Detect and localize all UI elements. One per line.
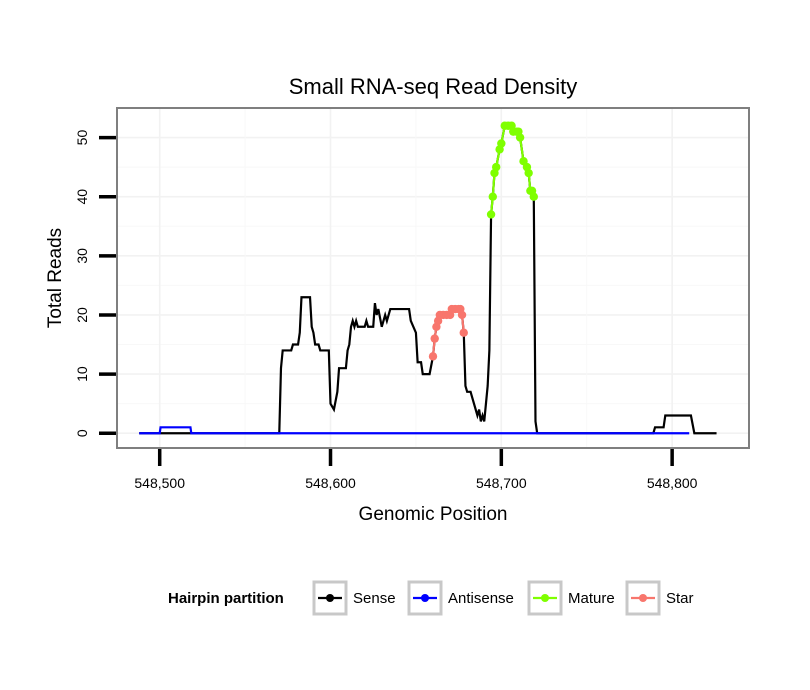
- data-point-star: [457, 310, 467, 320]
- legend-key-point: [421, 594, 429, 602]
- data-point-mature: [492, 162, 501, 172]
- plot-border: [116, 107, 750, 449]
- y-tick-label: 40: [74, 189, 90, 205]
- y-axis: 0 10 20 30 40 50: [74, 130, 116, 437]
- data-point-mature: [488, 192, 497, 201]
- x-axis-title: Genomic Position: [359, 504, 508, 525]
- legend-item-star: Star: [625, 580, 694, 616]
- plot-panel: [116, 107, 750, 449]
- y-tick-label: 10: [74, 366, 90, 382]
- legend-items: Sense Antisense Mature Star: [312, 580, 694, 616]
- legend-item-antisense: Antisense: [407, 580, 514, 616]
- data-point-mature: [524, 168, 533, 178]
- chart-title: Small RNA-seq Read Density: [289, 74, 578, 99]
- data-point-mature: [486, 210, 496, 219]
- data-point-mature: [515, 133, 525, 142]
- x-tick-label: 548,600: [305, 475, 356, 491]
- legend-key-point: [639, 594, 647, 602]
- legend-label-sense: Sense: [353, 590, 396, 607]
- data-point-star: [459, 328, 468, 337]
- legend-key-point: [541, 594, 549, 602]
- x-tick-label: 548,700: [476, 475, 527, 491]
- y-tick-label: 20: [74, 307, 90, 323]
- y-axis-title: Total Reads: [45, 228, 66, 328]
- x-tick-label: 548,800: [647, 475, 698, 491]
- y-tick-label: 0: [74, 429, 90, 437]
- data-point-star: [428, 352, 438, 361]
- legend-item-sense: Sense: [312, 580, 396, 616]
- data-point-mature: [529, 192, 538, 201]
- legend-item-mature: Mature: [527, 580, 615, 616]
- y-tick-label: 50: [74, 130, 90, 146]
- data-point-star: [430, 334, 439, 343]
- legend-label-star: Star: [666, 590, 694, 607]
- data-point-mature: [497, 139, 506, 148]
- x-tick-label: 548,500: [134, 475, 185, 491]
- series-line-antisense: [139, 426, 690, 435]
- legend-label-antisense: Antisense: [448, 590, 514, 607]
- grid-lines: [117, 108, 749, 448]
- x-axis: 548,500 548,600 548,700 548,800: [134, 449, 698, 491]
- legend: Hairpin partition Sense Antisense Mature St…: [168, 580, 694, 616]
- legend-key-point: [326, 594, 334, 602]
- legend-title: Hairpin partition: [168, 590, 284, 607]
- y-tick-label: 30: [74, 248, 90, 264]
- legend-label-mature: Mature: [568, 590, 615, 607]
- series-points: [428, 121, 538, 361]
